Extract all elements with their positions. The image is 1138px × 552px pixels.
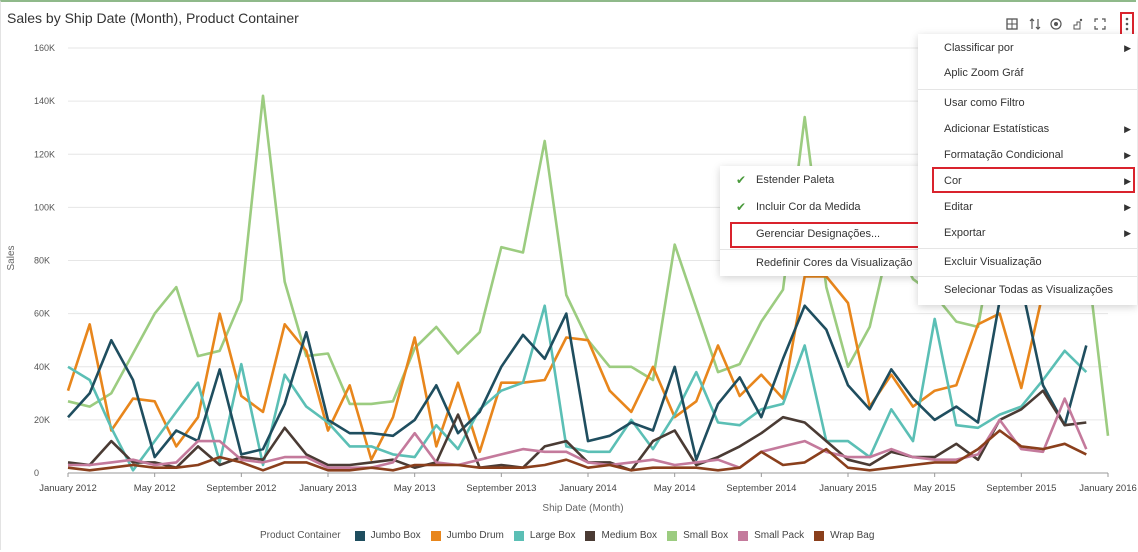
menu-item-extend-palette[interactable]: ✔ Estender Paleta — [736, 173, 835, 187]
series-line-jumbo-box[interactable] — [67, 283, 1088, 461]
x-tick-label: January 2016 — [1079, 483, 1137, 494]
y-tick-label: 140K — [34, 96, 55, 106]
chart-title: Sales by Ship Date (Month), Product Cont… — [7, 10, 299, 26]
y-tick-label: 60K — [34, 309, 50, 319]
y-tick-label: 120K — [34, 149, 55, 159]
menu-item-add-statistics[interactable]: Adicionar Estatísticas ▶ — [944, 123, 1131, 135]
menu-item-reset-colors[interactable]: Redefinir Cores da Visualização — [756, 257, 913, 269]
x-tick-label: September 2015 — [986, 483, 1056, 494]
checkmark-icon: ✔ — [736, 173, 747, 187]
series-line-small-pack[interactable] — [68, 397, 1088, 469]
y-tick-label: 160K — [34, 43, 55, 53]
x-tick-label: September 2013 — [466, 483, 536, 494]
target-icon[interactable] — [1046, 14, 1066, 34]
legend-swatch — [513, 530, 524, 541]
y-tick-label: 100K — [34, 202, 55, 212]
legend-swatch — [354, 530, 365, 541]
chart-legend: Product Container Jumbo Box Jumbo Drum Lar… — [260, 530, 884, 541]
menu-item-delete-visualization[interactable]: Excluir Visualização — [944, 256, 1042, 268]
menu-separator — [918, 276, 1137, 277]
menu-item-export[interactable]: Exportar ▶ — [944, 227, 1131, 239]
legend-label: Small Box — [683, 530, 729, 541]
menu-item-sort-by[interactable]: Classificar por ▶ — [944, 42, 1131, 54]
legend-label: Wrap Bag — [830, 530, 875, 541]
legend-label: Large Box — [529, 530, 576, 541]
legend-label: Medium Box — [601, 530, 658, 541]
chevron-right-icon: ▶ — [1124, 149, 1131, 160]
legend-label: Small Pack — [754, 530, 805, 541]
menu-item-manage-assignments[interactable]: Gerenciar Designações... — [756, 228, 881, 240]
series-line-wrap-bag[interactable] — [67, 429, 1087, 472]
legend-swatch — [585, 530, 596, 541]
checkmark-icon: ✔ — [736, 200, 747, 214]
menu-item-apply-zoom[interactable]: Aplic Zoom Gráf — [944, 67, 1024, 79]
context-menu: Classificar por ▶ Aplic Zoom Gráf Usar co… — [918, 34, 1137, 305]
menu-item-color[interactable]: Cor ▶ — [944, 175, 1131, 187]
y-axis-label: Sales — [6, 245, 17, 270]
legend-item[interactable]: Small Box — [667, 530, 728, 541]
legend-item[interactable]: Large Box — [513, 530, 576, 541]
y-tick-label: 80K — [34, 256, 50, 266]
menu-separator — [918, 248, 1137, 249]
grid-layout-icon[interactable] — [1002, 14, 1022, 34]
legend-swatch — [738, 530, 749, 541]
x-tick-label: September 2014 — [726, 483, 796, 494]
chevron-right-icon: ▶ — [1124, 123, 1131, 134]
x-tick-label: January 2012 — [39, 483, 97, 494]
menu-separator — [918, 89, 1137, 90]
chevron-right-icon: ▶ — [1124, 175, 1131, 186]
x-tick-label: January 2013 — [299, 483, 357, 494]
chevron-right-icon: ▶ — [1124, 201, 1131, 212]
x-tick-label: May 2014 — [654, 483, 696, 494]
fullscreen-icon[interactable] — [1090, 14, 1110, 34]
menu-separator — [720, 249, 932, 250]
menu-item-edit[interactable]: Editar ▶ — [944, 201, 1131, 213]
chevron-right-icon: ▶ — [1124, 42, 1131, 53]
menu-item-conditional-formatting[interactable]: Formatação Condicional ▶ — [944, 149, 1131, 161]
legend-item[interactable]: Jumbo Drum — [430, 530, 504, 541]
legend-item[interactable]: Small Pack — [738, 530, 804, 541]
y-tick-label: 20K — [34, 415, 50, 425]
legend-swatch — [430, 530, 441, 541]
series-line-large-box[interactable] — [67, 304, 1088, 472]
highlight-color-item — [932, 167, 1135, 193]
x-axis-label: Ship Date (Month) — [542, 503, 623, 514]
sort-icon[interactable] — [1025, 14, 1045, 34]
menu-item-use-as-filter[interactable]: Usar como Filtro — [944, 97, 1025, 109]
x-tick-label: September 2012 — [206, 483, 276, 494]
highlight-manage-assignments — [730, 222, 924, 248]
chevron-right-icon: ▶ — [1124, 227, 1131, 238]
legend-label: Jumbo Box — [370, 530, 421, 541]
x-tick-label: January 2015 — [819, 483, 877, 494]
x-tick-label: May 2015 — [914, 483, 956, 494]
menu-item-select-all-visualizations[interactable]: Selecionar Todas as Visualizações — [944, 284, 1113, 296]
legend-title: Product Container — [260, 530, 341, 541]
pointer-icon[interactable] — [1068, 14, 1088, 34]
color-submenu: ✔ Estender Paleta ✔ Incluir Cor da Medid… — [720, 166, 932, 276]
y-tick-label: 0 — [34, 468, 39, 478]
legend-swatch — [667, 530, 678, 541]
menu-item-include-measure-color[interactable]: ✔ Incluir Cor da Medida — [736, 200, 861, 214]
x-tick-label: May 2012 — [134, 483, 176, 494]
legend-swatch — [814, 530, 825, 541]
legend-item[interactable]: Medium Box — [585, 530, 657, 541]
legend-label: Jumbo Drum — [446, 530, 504, 541]
y-tick-label: 40K — [34, 362, 50, 372]
legend-item[interactable]: Wrap Bag — [814, 530, 874, 541]
x-tick-label: May 2013 — [394, 483, 436, 494]
x-tick-label: January 2014 — [559, 483, 617, 494]
legend-item[interactable]: Jumbo Box — [354, 530, 421, 541]
